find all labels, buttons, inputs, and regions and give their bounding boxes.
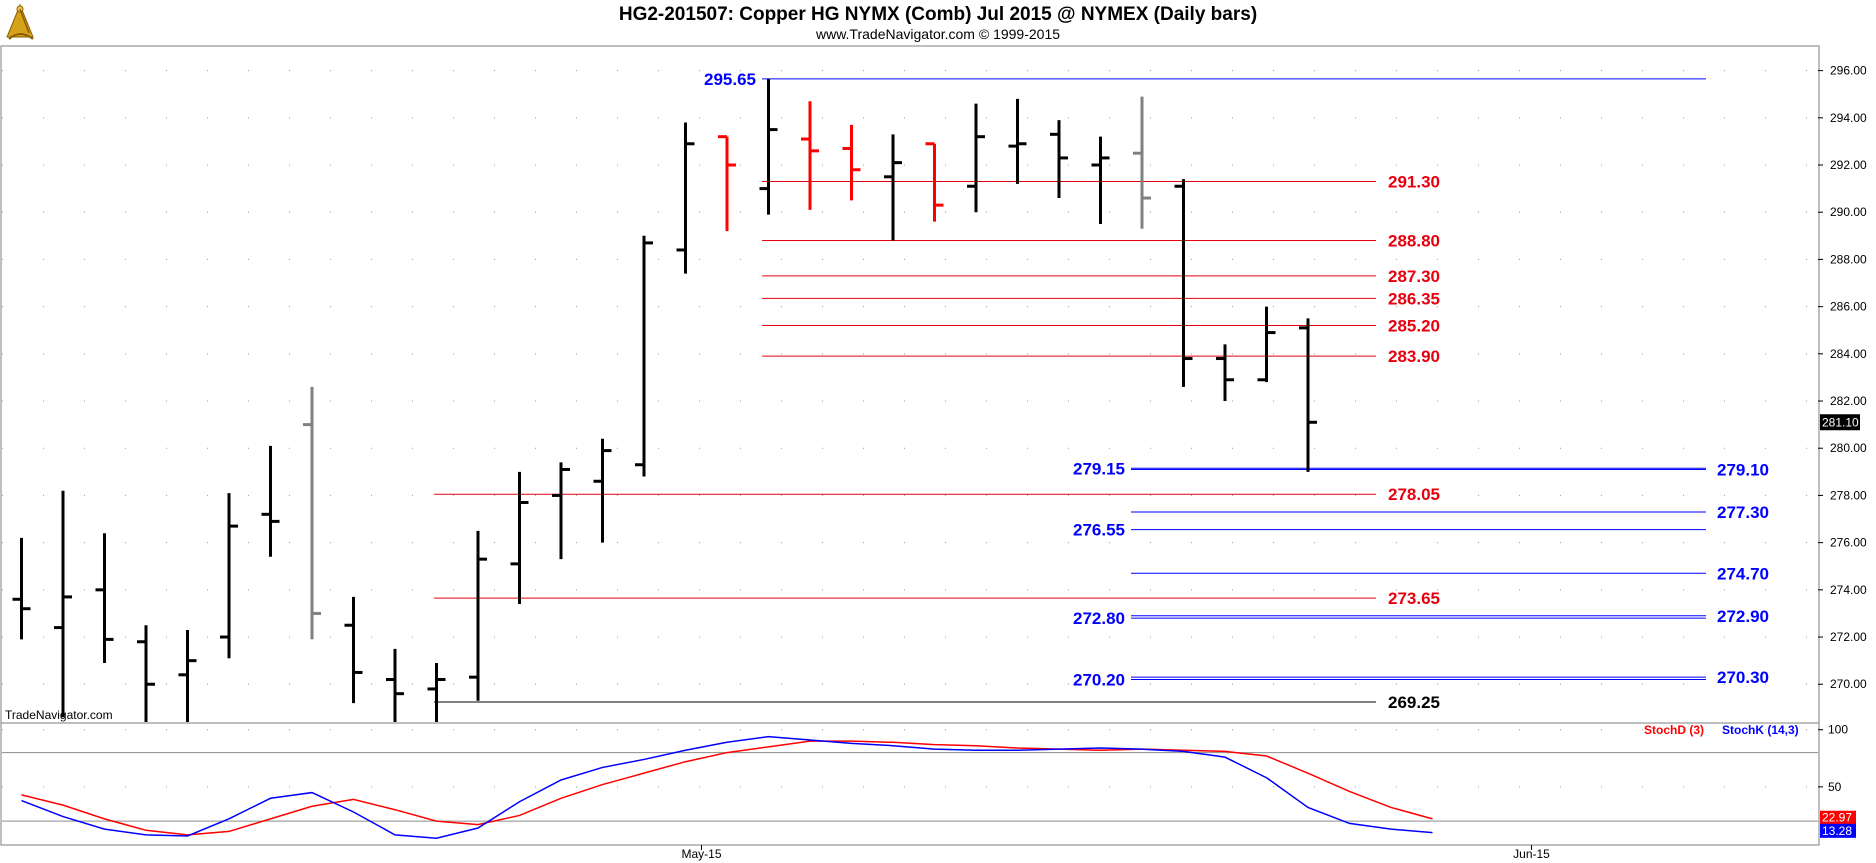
- ohlc-bar: [178, 629, 197, 722]
- stochastic-lines: [21, 735, 1433, 840]
- legend-stoch-d: StochD (3): [1644, 723, 1704, 737]
- y-tick-label: 276.00: [1830, 536, 1867, 550]
- stoch-k-last-box: 13.28: [1820, 823, 1856, 838]
- last-price-box: 281.10: [1820, 414, 1860, 431]
- ohlc-bar: [718, 135, 736, 232]
- ohlc-bar: [469, 530, 487, 701]
- ohlc-bar: [54, 490, 72, 718]
- level-label: 277.30: [1717, 503, 1769, 522]
- level-label: 273.65: [1388, 589, 1440, 608]
- ohlc-bar: [801, 101, 819, 210]
- y-tick-label: 272.00: [1830, 630, 1867, 644]
- level-label: 269.25: [1388, 693, 1440, 712]
- stoch-panel-frame: [0, 722, 1820, 846]
- legend-stoch-k: StochK (14,3): [1722, 723, 1799, 737]
- level-label: 291.30: [1388, 173, 1440, 192]
- level-label: 295.65: [704, 70, 756, 89]
- y-tick-label: 296.00: [1830, 64, 1867, 78]
- y-tick-label: 280.00: [1830, 441, 1867, 455]
- price-panel-frame: [0, 45, 1820, 724]
- y-tick-label: 288.00: [1830, 252, 1867, 266]
- sextant-logo-icon: [6, 3, 34, 40]
- y-tick-label: 284.00: [1830, 347, 1867, 361]
- ohlc-bar: [593, 438, 612, 543]
- last-price-label: 281.10: [1822, 415, 1859, 429]
- y-tick-label: 100: [1828, 723, 1848, 737]
- y-tick-label: 282.00: [1830, 394, 1867, 408]
- x-tick-label: May-15: [681, 847, 721, 861]
- logo: [6, 3, 34, 40]
- ohlc-bar: [676, 122, 695, 274]
- ohlc-bar: [261, 445, 280, 557]
- y-axis-labels: 296.00 294.00 292.00 290.00 288.00 286.00 284.…: [1818, 64, 1867, 794]
- ohlc-bar: [510, 471, 529, 604]
- ohlc-bar: [1174, 179, 1193, 387]
- ohlc-bar: [1257, 306, 1276, 383]
- level-label: 272.90: [1717, 607, 1769, 626]
- level-label: 276.55: [1073, 521, 1125, 540]
- ohlc-bar: [635, 235, 653, 477]
- y-tick-label: 294.00: [1830, 111, 1867, 125]
- ohlc-bar: [220, 493, 238, 659]
- x-tick-label: Jun-15: [1513, 847, 1550, 861]
- ohlc-bar: [344, 596, 363, 704]
- ohlc-bar: [552, 462, 570, 560]
- ohlc-bar: [925, 142, 944, 222]
- y-tick-label: 50: [1828, 780, 1842, 794]
- x-axis-labels: May-15 Jun-15: [681, 845, 1550, 861]
- level-label: 272.80: [1073, 609, 1125, 628]
- ohlc-bar: [967, 103, 985, 213]
- ohlc-bar: [842, 124, 861, 201]
- stoch-k-last-label: 13.28: [1822, 824, 1852, 838]
- chart-subtitle: www.TradeNavigator.com © 1999-2015: [815, 26, 1060, 42]
- level-label: 287.30: [1388, 267, 1440, 286]
- grid-layer: [2, 70, 1818, 822]
- y-tick-label: 290.00: [1830, 205, 1867, 219]
- level-label: 279.10: [1717, 460, 1769, 479]
- watermark: TradeNavigator.com: [5, 708, 113, 722]
- y-tick-label: 286.00: [1830, 300, 1867, 314]
- ohlc-bar: [137, 625, 155, 722]
- level-label: 279.15: [1073, 459, 1125, 478]
- ohlc-bar: [1216, 344, 1234, 402]
- ohlc-bar: [303, 386, 321, 640]
- level-label: 274.70: [1717, 564, 1769, 583]
- level-label: 278.05: [1388, 485, 1440, 504]
- y-tick-label: 274.00: [1830, 583, 1867, 597]
- stoch-d-line: [21, 740, 1433, 836]
- stoch-d-last-box: 22.97: [1820, 810, 1856, 825]
- level-label: 288.80: [1388, 232, 1440, 251]
- level-label: 283.90: [1388, 347, 1440, 366]
- ohlc-bar: [427, 662, 446, 722]
- ohlc-bar: [884, 134, 902, 241]
- stoch-k-line: [21, 735, 1433, 840]
- level-label: 286.35: [1388, 289, 1440, 308]
- ohlc-bar: [95, 533, 114, 663]
- y-tick-label: 278.00: [1830, 488, 1867, 502]
- stoch-d-last-label: 22.97: [1822, 811, 1852, 825]
- ohlc-bar: [386, 648, 404, 722]
- y-tick-label: 292.00: [1830, 158, 1867, 172]
- level-layer: 295.65 291.30 288.80 287.30 286.35 285.20 283.…: [434, 70, 1769, 712]
- level-label: 270.30: [1717, 668, 1769, 687]
- ohlc-bar: [1050, 120, 1068, 199]
- level-label: 285.20: [1388, 316, 1440, 335]
- ohlc-bar: [1299, 318, 1317, 472]
- level-label: 270.20: [1073, 671, 1125, 690]
- ohlc-bars: [12, 78, 1317, 722]
- ohlc-bar: [1133, 96, 1151, 229]
- ohlc-bar: [1091, 136, 1110, 225]
- y-tick-label: 270.00: [1830, 677, 1867, 691]
- ohlc-bar: [759, 78, 778, 215]
- chart-title: HG2-201507: Copper HG NYMX (Comb) Jul 20…: [619, 4, 1257, 25]
- ohlc-bar: [1008, 98, 1027, 184]
- ohlc-bar: [12, 537, 31, 640]
